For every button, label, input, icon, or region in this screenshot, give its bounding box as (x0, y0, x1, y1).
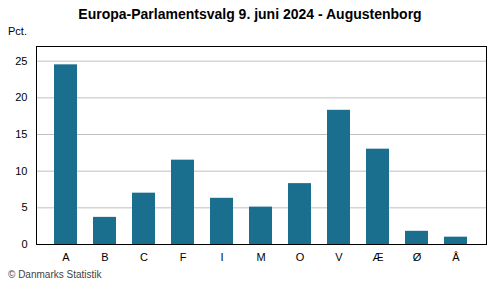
svg-text:15: 15 (15, 128, 27, 140)
svg-text:Å: Å (452, 251, 460, 263)
svg-text:20: 20 (15, 91, 27, 103)
svg-text:O: O (296, 251, 305, 263)
svg-text:0: 0 (21, 238, 27, 250)
svg-text:F: F (180, 251, 187, 263)
svg-text:25: 25 (15, 55, 27, 67)
svg-text:M: M (256, 251, 265, 263)
html-text:© Danmarks Statistik: © Danmarks Statistik (8, 269, 102, 280)
svg-text:Ø: Ø (413, 251, 422, 263)
svg-text:I: I (220, 251, 223, 263)
svg-text:Æ: Æ (373, 251, 384, 263)
html-text:Europa-Parlamentsvalg 9. juni: Europa-Parlamentsvalg 9. juni 2024 - Aug… (78, 6, 422, 22)
svg-text:A: A (62, 251, 70, 263)
svg-text:C: C (140, 251, 148, 263)
svg-text:B: B (101, 251, 108, 263)
html-text:Pct.: Pct. (8, 25, 27, 37)
svg-text:V: V (335, 251, 343, 263)
svg-text:5: 5 (21, 201, 27, 213)
svg-text:10: 10 (15, 165, 27, 177)
